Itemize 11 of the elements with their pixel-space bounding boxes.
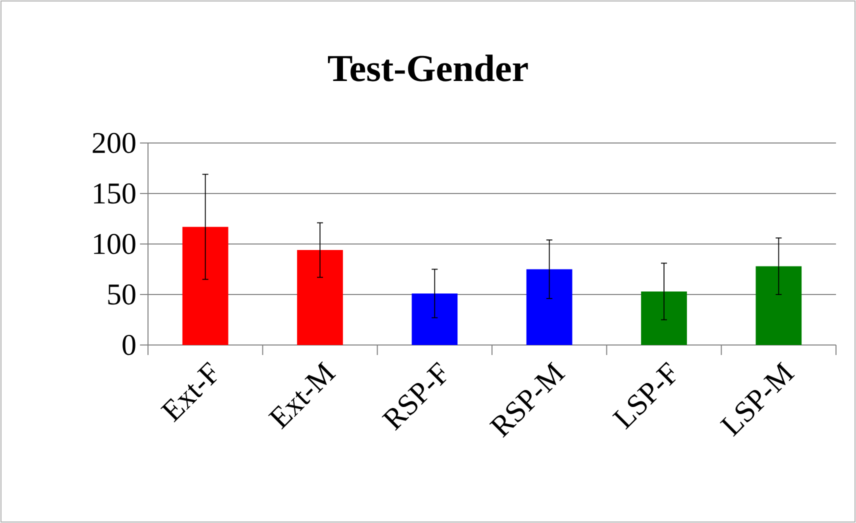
y-tick-label: 150: [94, 183, 136, 204]
chart-title: Test-Gender: [328, 54, 528, 82]
bar: [182, 226, 228, 345]
y-tick-label: 100: [94, 234, 136, 254]
bar: [297, 250, 343, 345]
y-tick-label: 0: [122, 334, 136, 356]
y-tick-label: 50: [108, 284, 136, 305]
bar: [526, 269, 572, 345]
bar: [756, 266, 802, 345]
bar: [412, 293, 458, 345]
y-tick-label: 200: [92, 132, 136, 154]
